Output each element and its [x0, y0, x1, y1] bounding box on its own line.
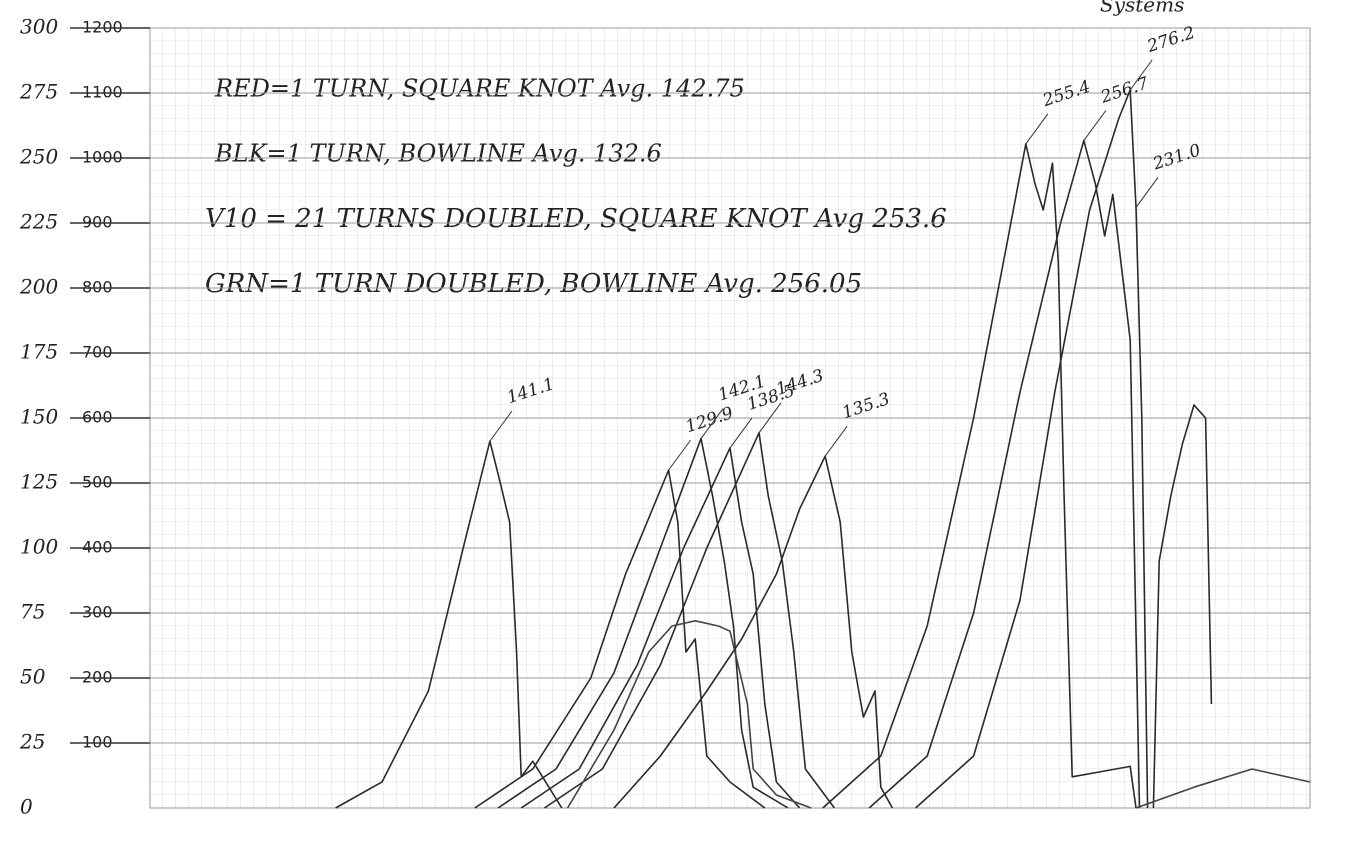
y-tick-label: 75: [20, 600, 45, 624]
y2-tick-label: 200: [82, 668, 113, 687]
y2-tick-label: 900: [82, 213, 113, 232]
page: RED=1 TURN, SQUARE KNOT Avg. 142.75 BLK=…: [0, 0, 1348, 850]
y-tick-label: 300: [20, 15, 58, 39]
y-tick-label: 200: [19, 275, 58, 299]
y-tick-label: 100: [20, 535, 58, 559]
y2-tick-label: 100: [82, 733, 113, 752]
y2-tick-label: 1000: [82, 148, 123, 167]
y2-tick-label: 600: [82, 408, 113, 427]
annotation: GRN=1 TURN DOUBLED, BOWLINE Avg. 256.05: [205, 269, 862, 299]
y2-tick-label: 400: [82, 538, 113, 557]
annotation: BLK=1 TURN, BOWLINE Avg. 132.6: [214, 140, 662, 168]
y2-tick-label: 700: [82, 343, 113, 362]
annotation: V10 = 21 TURNS DOUBLED, SQUARE KNOT Avg …: [205, 204, 947, 234]
y-tick-label: 125: [20, 470, 58, 494]
y2-tick-label: 1100: [82, 83, 123, 102]
y2-tick-label: 500: [82, 473, 113, 492]
y-tick-label: 25: [19, 730, 45, 754]
y-tick-label: 175: [20, 340, 58, 364]
y-tick-label: 150: [20, 405, 58, 429]
y-tick-label: 225: [19, 210, 58, 234]
annotation: Systems: [1100, 0, 1184, 17]
y-tick-label: 0: [20, 795, 33, 819]
y2-tick-label: 1200: [82, 18, 123, 37]
chart: RED=1 TURN, SQUARE KNOT Avg. 142.75 BLK=…: [0, 0, 1348, 850]
y2-tick-label: 800: [82, 278, 113, 297]
y-tick-label: 250: [19, 145, 58, 169]
y-tick-label: 275: [19, 80, 58, 104]
y2-tick-label: 300: [82, 603, 113, 622]
annotation: RED=1 TURN, SQUARE KNOT Avg. 142.75: [214, 75, 745, 103]
y-tick-label: 50: [20, 665, 46, 689]
